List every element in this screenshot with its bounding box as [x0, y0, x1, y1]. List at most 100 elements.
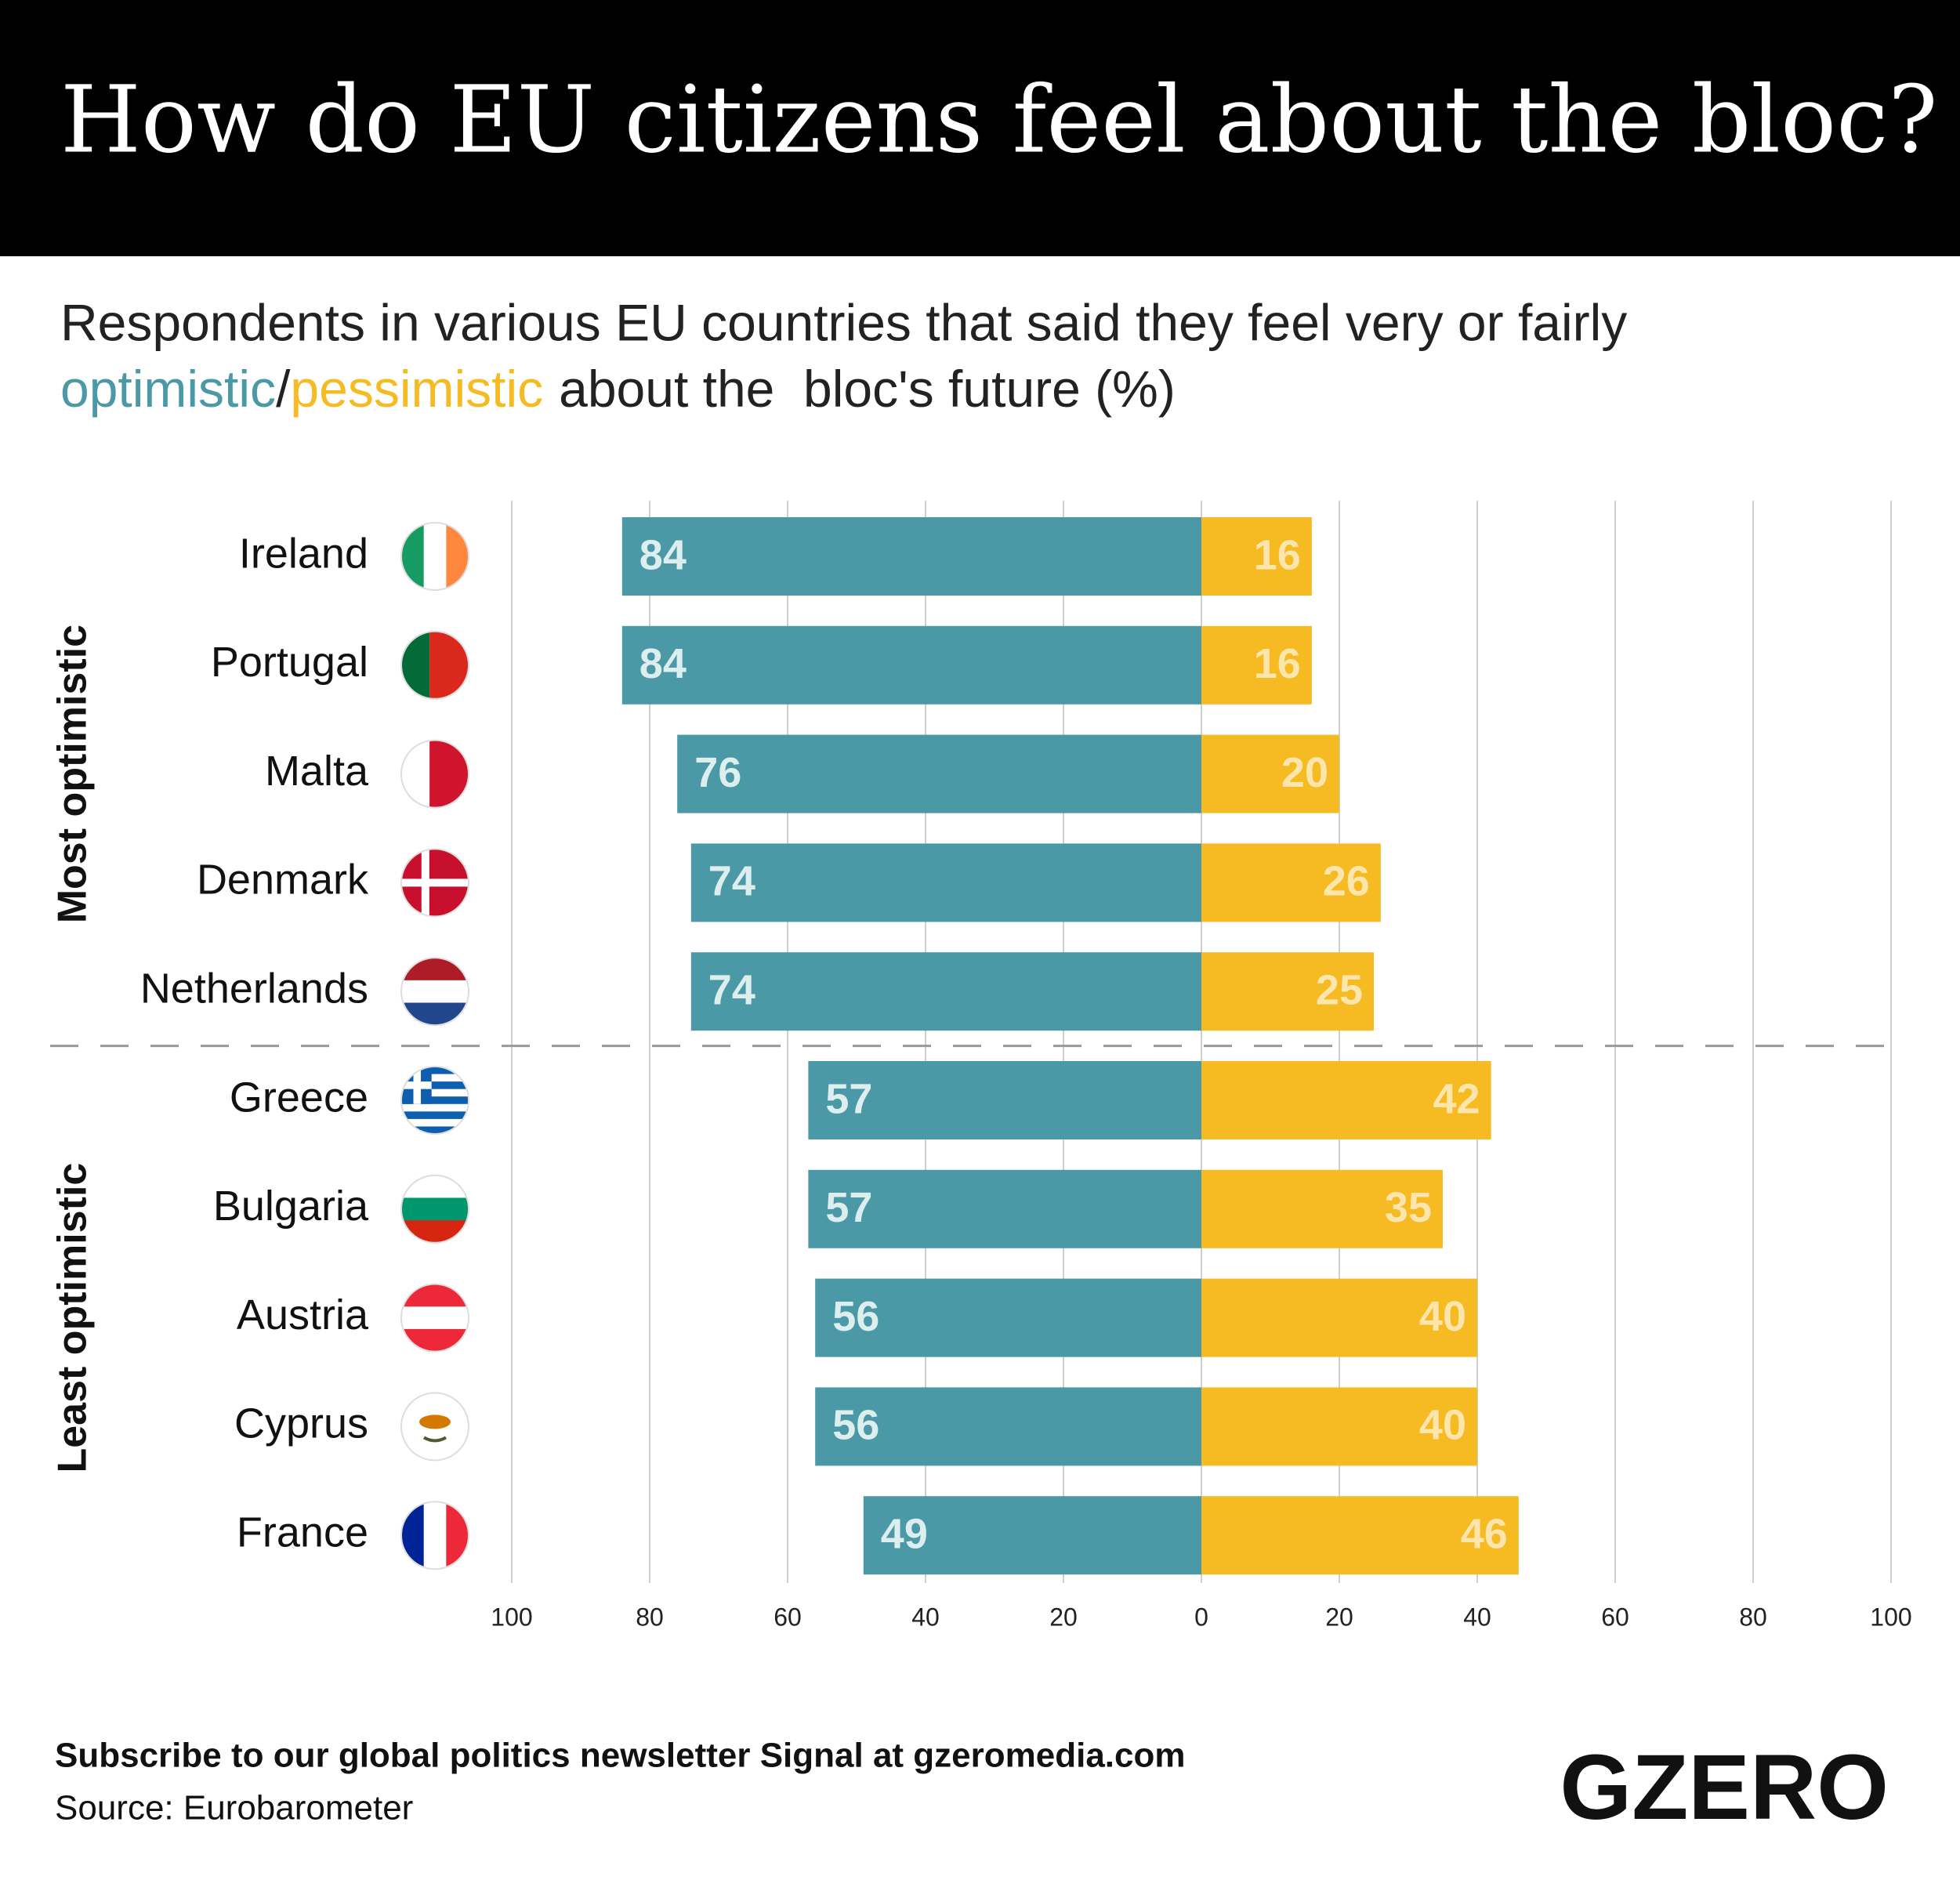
footer-subscribe: Subscribe to our global politics newslet… [55, 1737, 1186, 1775]
group-label: Most optimistic [50, 625, 96, 923]
bar [815, 1278, 1201, 1357]
value-label: 74 [708, 966, 755, 1013]
flag [401, 958, 469, 1026]
bar [677, 734, 1201, 813]
bar [1201, 1061, 1491, 1139]
flag-island [419, 1415, 451, 1429]
flag-stripe [401, 1175, 469, 1199]
flag-border [400, 957, 469, 1027]
flag-stripe [401, 1284, 469, 1308]
flag-border [400, 1392, 469, 1462]
flag-stripe [401, 1197, 469, 1222]
bar [1201, 517, 1312, 596]
value-label: 76 [694, 749, 741, 796]
value-label: 84 [639, 531, 687, 578]
flag-stripe [401, 1501, 425, 1570]
bar [1201, 625, 1312, 705]
x-tick-label: 0 [1194, 1603, 1208, 1631]
x-tick-label: 60 [773, 1603, 802, 1631]
value-label: 57 [825, 1075, 872, 1122]
flag-border [400, 1501, 469, 1570]
value-label: 35 [1385, 1184, 1432, 1231]
logo: GZERO [1560, 1736, 1889, 1839]
flag-stripe [429, 631, 469, 699]
flag-stripe [401, 523, 425, 590]
category-label: Denmark [197, 857, 369, 904]
bar [808, 1169, 1201, 1248]
value-label: 40 [1419, 1293, 1466, 1340]
flag-stripe [423, 1501, 447, 1570]
footer-source: Source: Eurobarometer [55, 1789, 413, 1827]
value-label: 26 [1323, 858, 1370, 905]
flag-border [400, 522, 469, 591]
bar [690, 952, 1201, 1031]
flag-stripe [401, 1067, 469, 1075]
flag-stripe [446, 1501, 469, 1570]
subtitle: optimistic/pessimistic about the bloc's f… [60, 360, 1176, 418]
bar [1201, 1387, 1477, 1466]
category-label: Malta [265, 748, 369, 795]
value-label: 46 [1461, 1510, 1508, 1557]
flag-stripe [401, 1118, 469, 1128]
flag-stripe [429, 740, 469, 808]
value-label: 57 [825, 1184, 872, 1231]
subtitle-slash: / [276, 360, 291, 418]
subtitle-pessimistic: pessimistic [290, 360, 543, 418]
bar [1201, 1169, 1443, 1248]
flag-stripe [401, 1328, 469, 1352]
value-label: 56 [832, 1293, 879, 1340]
flag-branch [423, 1436, 447, 1443]
category-label: Netherlands [140, 965, 368, 1012]
value-label: 56 [832, 1402, 879, 1449]
flag-border [400, 1174, 469, 1244]
category-label: Greece [230, 1074, 368, 1121]
flag-stripe [401, 1111, 469, 1120]
flag-border [400, 1283, 469, 1353]
bar [1201, 1278, 1477, 1357]
flag-border [400, 1066, 469, 1135]
group-label: Least optimistic [50, 1163, 96, 1473]
category-label: Ireland [239, 530, 368, 577]
flag-stripe [401, 1220, 469, 1243]
bar [1201, 1496, 1519, 1575]
flag-stripe [401, 1081, 469, 1090]
flag [401, 1067, 469, 1134]
bar [690, 843, 1201, 922]
category-label: Austria [237, 1291, 369, 1338]
x-tick-label: 60 [1601, 1603, 1629, 1631]
value-label: 16 [1254, 531, 1301, 578]
bar [863, 1496, 1201, 1575]
category-label: Bulgaria [213, 1183, 369, 1230]
x-tick-label: 80 [636, 1603, 664, 1631]
flag-stripe [401, 1074, 469, 1083]
flag-border [400, 739, 469, 809]
flag-stripe [401, 631, 430, 699]
flag-cross [401, 878, 469, 887]
x-tick-label: 20 [1325, 1603, 1353, 1631]
subtitle: Respondents in various EU countries that… [60, 293, 1627, 351]
flag-stripe [423, 523, 447, 590]
value-label: 40 [1419, 1402, 1466, 1449]
category-label: Portugal [211, 639, 368, 686]
x-tick-label: 20 [1049, 1603, 1078, 1631]
bar [1201, 843, 1381, 922]
title-bar [0, 0, 1960, 256]
x-tick-label: 100 [491, 1603, 532, 1631]
value-label: 42 [1433, 1075, 1480, 1122]
category-label: Cyprus [234, 1400, 368, 1447]
x-tick-label: 100 [1870, 1603, 1911, 1631]
value-label: 25 [1316, 966, 1363, 1013]
subtitle-optimistic: optimistic [60, 360, 276, 418]
flag-stripe [401, 1126, 469, 1134]
flag-border [400, 848, 469, 918]
x-tick-label: 40 [1463, 1603, 1491, 1631]
flag-stripe [401, 1103, 469, 1113]
flag-border [400, 630, 469, 700]
flag-stripe [401, 1096, 469, 1105]
value-label: 20 [1281, 749, 1328, 796]
bar [808, 1061, 1201, 1139]
subtitle-rest: about the bloc's future (%) [559, 360, 1176, 418]
value-label: 16 [1254, 640, 1301, 687]
flag [401, 849, 469, 917]
x-tick-label: 80 [1739, 1603, 1767, 1631]
